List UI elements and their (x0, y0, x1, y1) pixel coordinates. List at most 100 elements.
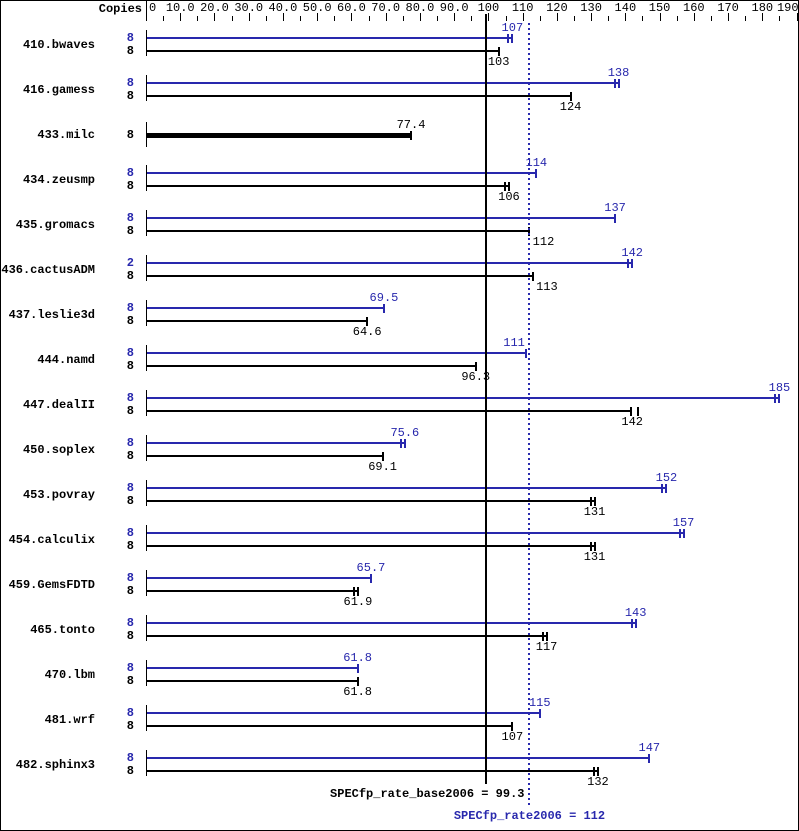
peak-value-label: 75.6 (390, 426, 420, 440)
bar-end-mark (627, 259, 630, 268)
copies-label: 8 (126, 346, 134, 360)
bar-end-mark (661, 484, 664, 493)
copies-label: 8 (126, 359, 134, 373)
bar-end-mark (507, 182, 510, 191)
benchmark-label: 416.gamess (22, 82, 95, 97)
base-bar (147, 230, 530, 232)
base-bar (147, 185, 509, 187)
axis-minor-tick (300, 16, 302, 21)
copies-label: 2 (126, 256, 134, 270)
bar-end-mark (545, 632, 548, 641)
bar-end-mark (356, 664, 359, 673)
copies-label: 8 (126, 179, 134, 193)
axis-tick-label: 30.0 (234, 1, 264, 15)
bar-end-mark (648, 754, 651, 763)
bar-end-mark (403, 439, 406, 448)
bar-start-bracket (146, 30, 147, 56)
axis-major-tick (796, 13, 798, 21)
bar-end-mark (617, 79, 620, 88)
base-value-label: 61.9 (343, 595, 373, 609)
axis-tick-label: 180 (751, 1, 774, 15)
bar-end-mark (593, 497, 596, 506)
axis-tick-label: 100 (477, 1, 500, 15)
axis-major-tick (180, 13, 182, 21)
axis-major-tick (591, 13, 593, 21)
copies-label: 8 (126, 674, 134, 688)
bar-end-mark (535, 169, 538, 178)
peak-bar (147, 667, 358, 669)
base-bar (147, 275, 533, 277)
axis-minor-tick (676, 16, 678, 21)
axis-major-tick (385, 13, 387, 21)
axis-minor-tick (265, 16, 267, 21)
copies-label: 8 (126, 404, 134, 418)
bar-end-mark (589, 497, 592, 506)
base-value-label: 106 (498, 190, 520, 204)
axis-tick-label: 60.0 (337, 1, 366, 15)
axis-minor-tick (505, 16, 507, 21)
axis-tick-label: 90.0 (439, 1, 469, 15)
bar-end-mark (474, 362, 477, 371)
axis-tick-label: 110 (511, 1, 534, 15)
peak-mean-reference-line (528, 23, 531, 807)
copies-label: 8 (126, 481, 134, 495)
axis-minor-tick (779, 16, 781, 21)
bar-start-bracket (146, 300, 147, 326)
bar-end-mark (369, 574, 372, 583)
axis-major-tick (282, 13, 284, 21)
copies-label: 8 (126, 224, 134, 238)
benchmark-label: 482.sphinx3 (15, 757, 95, 772)
copies-label: 8 (126, 166, 134, 180)
benchmark-label: 453.povray (22, 487, 95, 502)
merged-bar (147, 132, 412, 138)
base-bar (147, 770, 598, 772)
base-value-label: 96.3 (461, 370, 491, 384)
bar-end-mark (631, 259, 634, 268)
base-value-label: 132 (587, 775, 609, 789)
copies-column-header: Copies (98, 2, 142, 16)
peak-value-label: 157 (672, 516, 695, 530)
peak-bar (147, 397, 780, 399)
peak-bar (147, 487, 667, 489)
axis-minor-tick (231, 16, 233, 21)
bar-end-mark (630, 407, 633, 416)
axis-major-tick (454, 13, 456, 21)
axis-minor-tick (334, 16, 336, 21)
bar-start-bracket (146, 525, 147, 551)
axis-major-tick (214, 13, 216, 21)
base-value-label: 117 (535, 640, 558, 654)
copies-label: 8 (126, 127, 134, 142)
base-bar (147, 725, 513, 727)
copies-label: 8 (126, 76, 134, 90)
bar-end-mark (507, 34, 510, 43)
axis-minor-tick (710, 16, 712, 21)
axis-origin-line (146, 1, 147, 21)
bar-end-mark (589, 542, 592, 551)
base-value-label: 113 (536, 280, 558, 294)
peak-bar (147, 712, 540, 714)
axis-tick-label: 80.0 (405, 1, 435, 15)
base-bar (147, 410, 633, 412)
peak-value-label: 142 (621, 246, 643, 260)
base-bar (147, 545, 595, 547)
benchmark-label: 447.dealII (22, 397, 95, 412)
bar-end-mark (382, 304, 385, 313)
peak-bar (147, 532, 684, 534)
bar-start-bracket (146, 705, 147, 731)
copies-label: 8 (126, 706, 134, 720)
copies-label: 8 (126, 751, 134, 765)
base-value-label: 103 (487, 55, 510, 69)
axis-minor-tick (163, 16, 165, 21)
bar-end-mark (352, 587, 355, 596)
peak-bar (147, 172, 537, 174)
bar-end-mark (538, 709, 541, 718)
axis-minor-tick (471, 16, 473, 21)
bar-end-mark (682, 529, 685, 538)
bar-end-mark (569, 92, 572, 101)
copies-label: 8 (126, 449, 134, 463)
axis-tick-label: 50.0 (302, 1, 332, 15)
bar-start-bracket (146, 165, 147, 191)
copies-label: 8 (126, 764, 134, 778)
peak-value-label: 137 (604, 201, 626, 215)
